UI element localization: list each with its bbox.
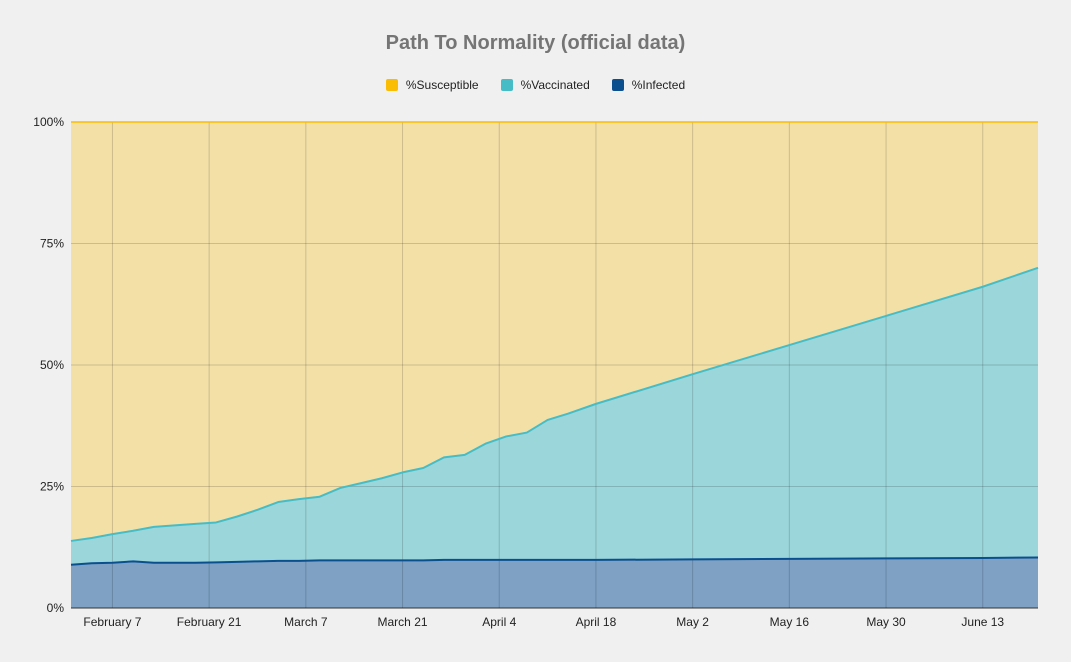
- y-tick-label: 75%: [40, 237, 64, 251]
- legend-item-susceptible[interactable]: %Susceptible: [385, 78, 479, 92]
- legend-swatch-susceptible: [385, 79, 398, 91]
- area-vaccinated: [71, 267, 1038, 565]
- x-tick-label: May 2: [676, 615, 709, 629]
- x-tick-label: March 21: [378, 615, 428, 629]
- x-tick-label: March 7: [284, 615, 328, 629]
- y-tick-label: 25%: [40, 480, 64, 494]
- chart-title: Path To Normality (official data): [385, 32, 686, 54]
- x-tick-label: May 16: [770, 615, 810, 629]
- line-vaccinated: [70, 266, 1039, 542]
- legend-swatch-vaccinated: [500, 79, 513, 91]
- legend-label-vaccinated: %Vaccinated: [520, 78, 590, 92]
- line-infected: [70, 556, 1039, 566]
- legend-label-infected: %Infected: [631, 78, 686, 92]
- x-tick-label: April 18: [576, 615, 617, 629]
- area-infected: [71, 557, 1038, 608]
- x-tick-label: April 4: [482, 615, 516, 629]
- legend-label-susceptible: %Susceptible: [405, 78, 479, 92]
- x-tick-label: February 7: [83, 615, 141, 629]
- y-tick-label: 100%: [33, 115, 64, 129]
- y-tick-label: 50%: [40, 358, 64, 372]
- x-tick-label: May 30: [866, 615, 906, 629]
- area-susceptible: [71, 122, 1038, 541]
- legend-swatch-infected: [611, 79, 624, 91]
- y-tick-label: 0%: [47, 601, 65, 615]
- legend-item-infected[interactable]: %Infected: [611, 78, 686, 92]
- x-tick-label: June 13: [961, 615, 1004, 629]
- legend: %Susceptible %Vaccinated %Infected: [0, 78, 1071, 92]
- x-tick-label: February 21: [177, 615, 242, 629]
- legend-item-vaccinated[interactable]: %Vaccinated: [500, 78, 590, 92]
